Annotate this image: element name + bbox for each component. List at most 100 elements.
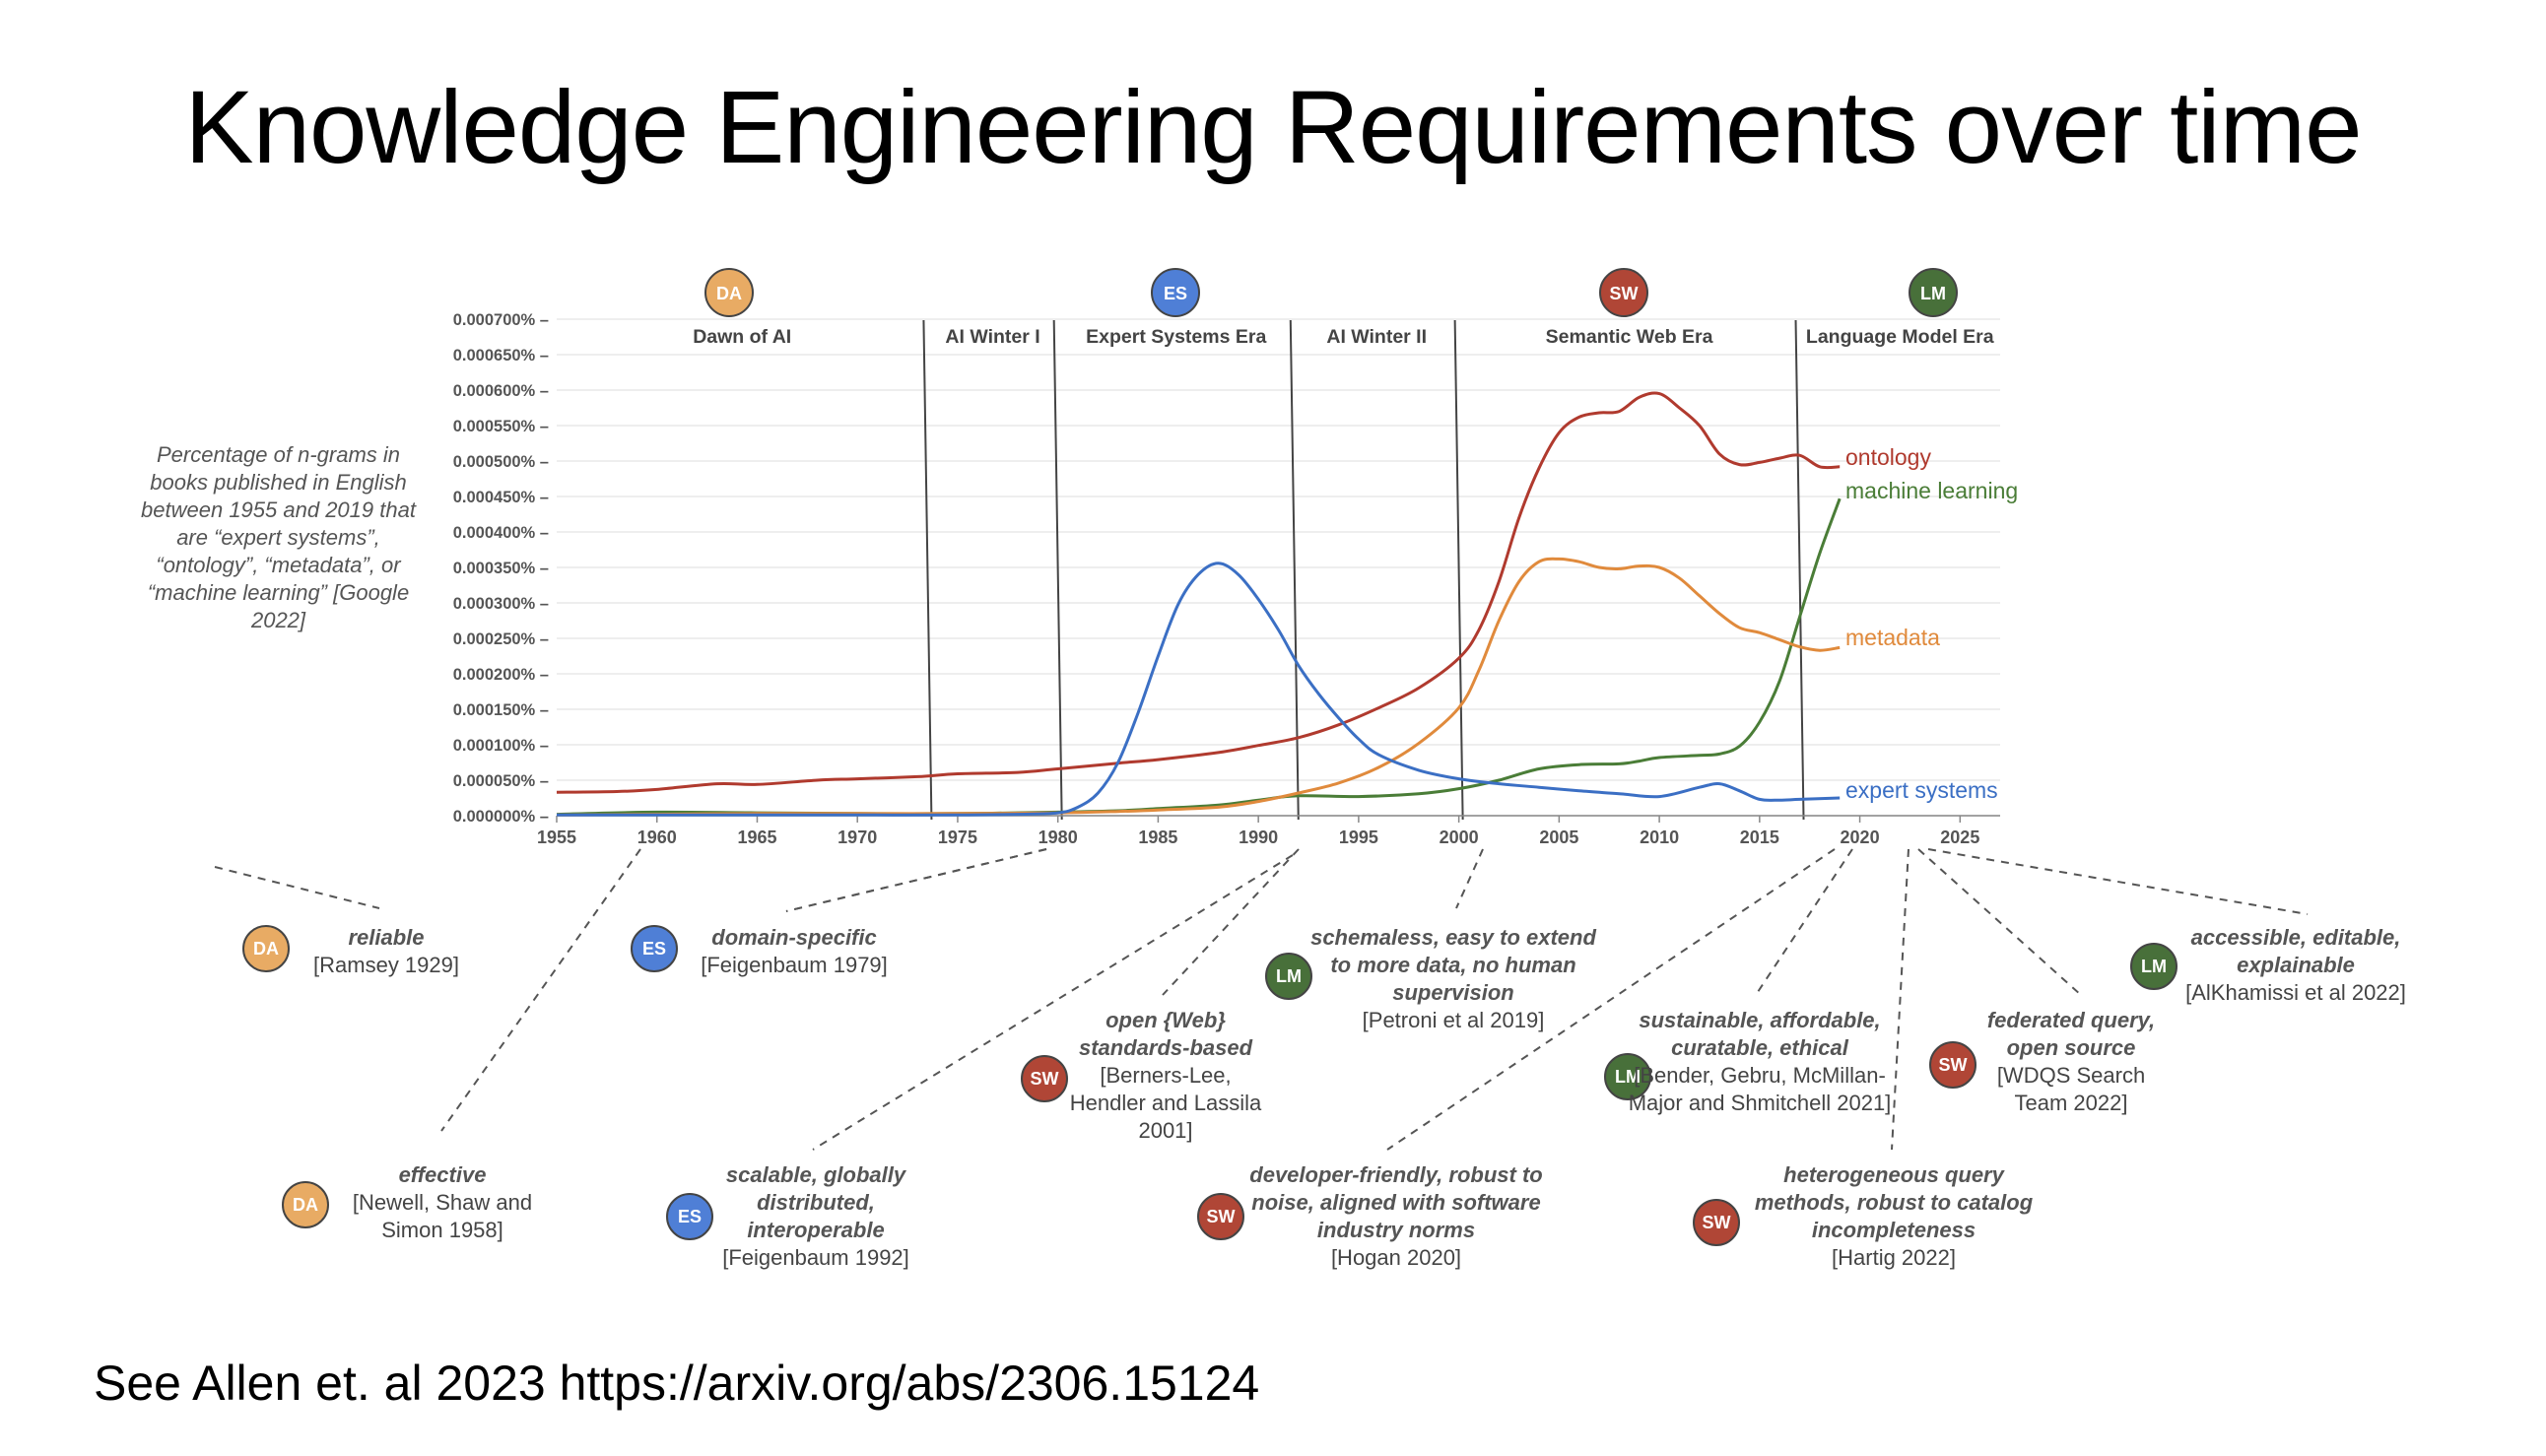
y-tick-label: 0.000150% – [453, 701, 549, 719]
y-tick-label: 0.000600% – [453, 382, 549, 400]
footer-citation: See Allen et. al 2023 https://arxiv.org/… [94, 1356, 1260, 1411]
semantic-web-badge-icon: SW [1021, 1055, 1068, 1102]
language-model-badge-icon: LM [1604, 1053, 1651, 1100]
era-badge-text: DA [716, 284, 742, 303]
annotation-leader-line [1455, 848, 1484, 909]
annotation-citation: [Hartig 2022] [1832, 1245, 1956, 1270]
annotation-developer-friendly: developer-friendly, robust to noise, ali… [1243, 1161, 1549, 1272]
x-tick-label: 1995 [1339, 827, 1378, 847]
series-label: metadata [1845, 625, 1940, 650]
series-line-expert-systems [556, 562, 1841, 817]
x-tick-label: 1990 [1239, 827, 1278, 847]
x-tick-label: 2010 [1640, 827, 1679, 847]
annotation-citation: [Berners-Lee, Hendler and Lassila 2001] [1069, 1063, 1262, 1143]
semantic-web-badge-icon: SW [1929, 1041, 1976, 1089]
era-divider [1052, 319, 1063, 821]
annotation-citation: [WDQS Search Team 2022] [1996, 1063, 2146, 1115]
series-line-ontology [556, 391, 1841, 794]
era-label: Dawn of AI [693, 326, 791, 348]
y-tick-label: 0.000450% – [453, 489, 549, 506]
x-tick-label: 1965 [737, 827, 776, 847]
annotation-leader-line [1927, 848, 2309, 915]
annotation-leader-line [1386, 848, 1836, 1151]
era-badge-icon [704, 268, 754, 317]
x-tick-label: 1955 [537, 827, 576, 847]
annotation-open-web-standards: open {Web} standards-based [Berners-Lee,… [1062, 1007, 1269, 1145]
page-title: Knowledge Engineering Requirements over … [184, 70, 2363, 185]
expert-systems-badge-icon: ES [631, 925, 678, 972]
semantic-web-badge-icon: SW [1197, 1193, 1244, 1240]
annotation-citation: [Feigenbaum 1979] [701, 953, 888, 977]
annotation-leader-line [440, 848, 641, 1132]
annotation-title: scalable, globally distributed, interope… [725, 1162, 906, 1242]
annotation-citation: [Newell, Shaw and Simon 1958] [352, 1190, 533, 1242]
era-label: AI Winter I [945, 326, 1039, 348]
language-model-badge-icon: LM [2130, 943, 2178, 990]
y-tick-label: 0.000650% – [453, 347, 549, 364]
annotation-title: effective [398, 1162, 487, 1187]
era-divider [922, 319, 933, 821]
annotation-leader-line [812, 854, 1294, 1151]
annotation-accessible: accessible, editable, explainable [AlKha… [2174, 924, 2418, 1007]
x-tick-label: 1970 [838, 827, 877, 847]
era-divider [1794, 319, 1805, 821]
x-tick-label: 1975 [938, 827, 977, 847]
y-tick-label: 0.000000% – [453, 808, 549, 826]
era-badge-icon [1599, 268, 1648, 317]
series-label: ontology [1845, 444, 1931, 470]
x-tick-label: 2000 [1440, 827, 1479, 847]
x-tick-label: 2005 [1539, 827, 1578, 847]
annotation-citation: [Feigenbaum 1992] [722, 1245, 909, 1270]
x-tick-label: 2025 [1940, 827, 1979, 847]
annotation-title: developer-friendly, robust to noise, ali… [1249, 1162, 1543, 1242]
era-label: AI Winter II [1326, 326, 1427, 348]
annotation-federated-query: federated query, open source [WDQS Searc… [1975, 1007, 2168, 1117]
annotation-title: accessible, editable, explainable [2190, 925, 2401, 977]
era-badge-text: ES [1164, 284, 1187, 303]
annotation-leader-line [214, 866, 380, 909]
x-tick-label: 2015 [1740, 827, 1779, 847]
y-tick-label: 0.000500% – [453, 453, 549, 471]
x-tick-label: 1960 [637, 827, 677, 847]
annotation-effective: effective [Newell, Shaw and Simon 1958] [333, 1161, 552, 1244]
era-label: Language Model Era [1806, 326, 1994, 348]
x-tick-label: 1985 [1138, 827, 1177, 847]
x-tick-label: 2020 [1841, 827, 1880, 847]
era-badge-icon [1151, 268, 1200, 317]
annotation-citation: [Petroni et al 2019] [1362, 1008, 1545, 1032]
semantic-web-badge-icon: SW [1693, 1199, 1740, 1246]
dawn-of-ai-badge-icon: DA [282, 1181, 329, 1228]
annotation-leader-line [1755, 848, 1853, 996]
annotation-domain-specific: domain-specific [Feigenbaum 1979] [676, 924, 912, 979]
annotation-leader-line [1891, 848, 1910, 1151]
annotation-sustainable: sustainable, affordable, curatable, ethi… [1624, 1007, 1896, 1117]
x-tick-label: 1980 [1038, 827, 1078, 847]
y-tick-label: 0.000050% – [453, 772, 549, 790]
y-tick-label: 0.000100% – [453, 737, 549, 755]
series-label: machine learning [1845, 478, 2018, 503]
era-badge-text: SW [1610, 284, 1639, 303]
era-label: Semantic Web Era [1546, 326, 1713, 348]
y-tick-label: 0.000700% – [453, 311, 549, 329]
annotation-title: domain-specific [711, 925, 877, 950]
annotation-citation: [Ramsey 1929] [313, 953, 459, 977]
y-tick-label: 0.000350% – [453, 560, 549, 577]
dawn-of-ai-badge-icon: DA [242, 925, 290, 972]
annotation-leader-line [1162, 848, 1300, 996]
series-label: expert systems [1845, 777, 1998, 803]
annotation-citation: [AlKhamissi et al 2022] [2185, 980, 2406, 1005]
annotation-heterogeneous: heterogeneous query methods, robust to c… [1736, 1161, 2051, 1272]
y-tick-label: 0.000300% – [453, 595, 549, 613]
annotation-scalable: scalable, globally distributed, interope… [700, 1161, 932, 1272]
annotation-reliable: reliable [Ramsey 1929] [288, 924, 485, 979]
series-line-metadata [556, 557, 1841, 817]
chart-caption: Percentage of n-grams in books published… [141, 442, 416, 632]
annotation-leader-line [785, 848, 1047, 912]
annotation-citation: [Bender, Gebru, McMillan-Major and Shmit… [1628, 1063, 1892, 1115]
series-line-machine-learning [556, 497, 1842, 817]
era-badge-text: LM [1920, 284, 1946, 303]
annotation-title: open {Web} standards-based [1078, 1008, 1253, 1060]
annotation-title: heterogeneous query methods, robust to c… [1754, 1162, 2034, 1242]
annotation-leader-line [1917, 848, 2082, 996]
